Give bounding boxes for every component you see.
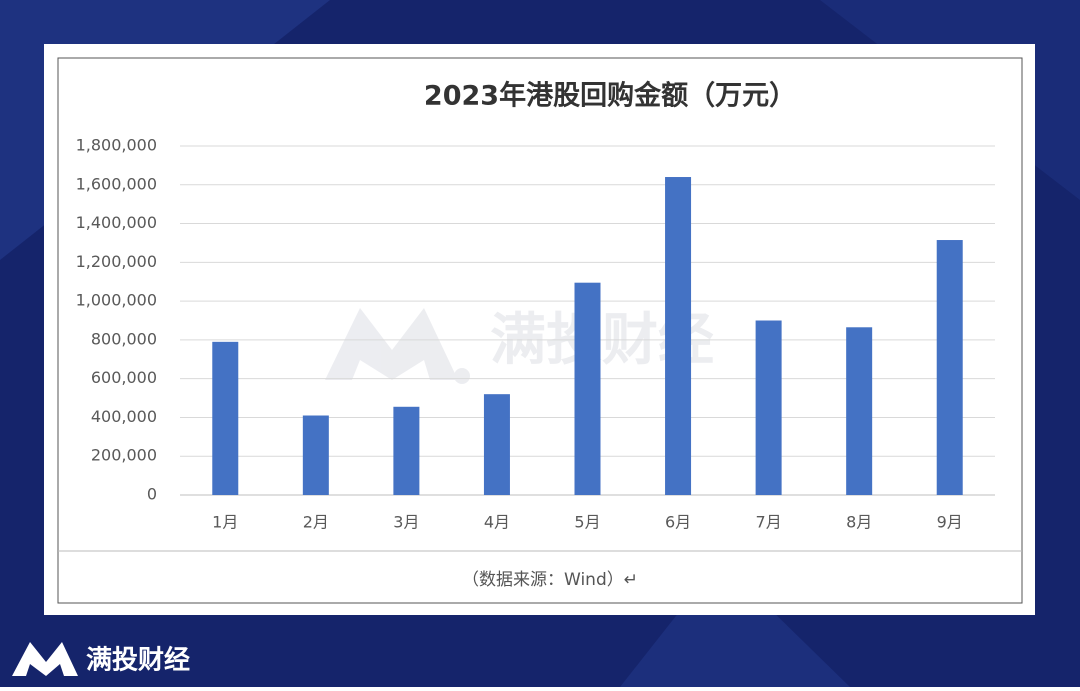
brand-text: 满投财经	[86, 645, 190, 676]
x-tick-label: 3月	[393, 513, 419, 532]
y-tick-label: 200,000	[91, 446, 157, 465]
y-tick-label: 1,000,000	[76, 291, 157, 310]
y-tick-label: 600,000	[91, 368, 157, 387]
y-tick-label: 800,000	[91, 329, 157, 348]
chart-frame	[57, 57, 1023, 604]
x-tick-label: 5月	[574, 513, 600, 532]
y-tick-label: 1,200,000	[76, 252, 157, 271]
bar	[665, 177, 692, 495]
bar	[212, 341, 239, 495]
brand: 满投财经	[12, 642, 190, 676]
source-note: （数据来源：Wind）↵	[462, 570, 638, 590]
x-tick-label: 7月	[756, 513, 782, 532]
y-tick-label: 400,000	[91, 407, 157, 426]
watermark-logo	[325, 308, 458, 380]
x-tick-label: 4月	[484, 513, 510, 532]
watermark-dot	[454, 368, 470, 384]
bar	[393, 406, 420, 495]
bar	[846, 327, 873, 495]
y-tick-label: 1,400,000	[76, 213, 157, 232]
y-tick-label: 0	[147, 485, 157, 504]
bar	[483, 394, 510, 495]
bar	[574, 282, 601, 495]
bar	[755, 320, 782, 495]
chart-title: 2023年港股回购金额（万元）	[424, 80, 796, 112]
x-tick-label: 6月	[665, 513, 691, 532]
x-tick-label: 8月	[846, 513, 872, 532]
brand-logo	[12, 642, 78, 676]
plot: 0 200,000 400,000 600,000 800,000 1,000,000 1,…	[76, 136, 995, 532]
x-tick-label: 1月	[212, 513, 238, 532]
y-tick-label: 1,600,000	[76, 174, 157, 193]
x-tick-label: 9月	[937, 513, 963, 532]
bar	[302, 415, 329, 495]
bg-shape	[620, 560, 850, 687]
bar	[936, 240, 963, 495]
y-tick-label: 1,800,000	[76, 136, 157, 155]
x-tick-label: 2月	[303, 513, 329, 532]
